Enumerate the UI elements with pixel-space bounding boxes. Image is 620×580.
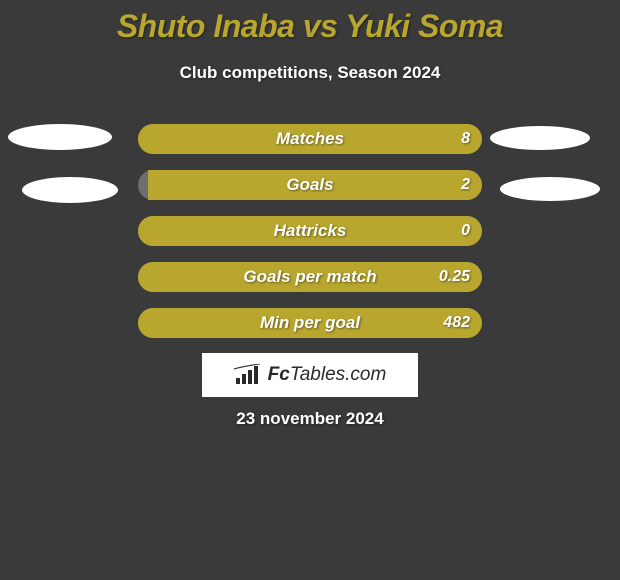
bar-chart-icon [234,364,262,386]
stat-label: Goals [286,175,333,195]
branding-text: FcTables.com [268,364,387,386]
branding-badge: FcTables.com [202,353,418,397]
stat-label: Goals per match [243,267,376,287]
branding-prefix: Fc [268,364,290,385]
decor-ellipse [22,177,118,203]
stat-row: Goals 2 [138,170,482,200]
stat-value: 8 [461,130,470,148]
stat-label: Matches [276,129,344,149]
decor-ellipse [490,126,590,150]
stat-row: Hattricks 0 [138,216,482,246]
stat-row: Min per goal 482 [138,308,482,338]
stat-value: 482 [443,314,470,332]
comparison-subtitle: Club competitions, Season 2024 [0,63,620,83]
comparison-infographic: Shuto Inaba vs Yuki Soma Club competitio… [0,0,620,580]
branding-suffix: Tables.com [290,364,386,385]
stat-rows-container: Matches 8 Goals 2 Hattricks 0 Goals per match 0… [138,124,482,338]
stat-row: Matches 8 [138,124,482,154]
decor-ellipse [500,177,600,201]
stat-value: 0.25 [439,268,470,286]
comparison-title: Shuto Inaba vs Yuki Soma [0,0,620,45]
stat-label: Hattricks [274,221,347,241]
stat-value: 0 [461,222,470,240]
snapshot-date: 23 november 2024 [236,409,383,429]
decor-ellipse [8,124,112,150]
stat-label: Min per goal [260,313,360,333]
stat-value: 2 [461,176,470,194]
stat-row: Goals per match 0.25 [138,262,482,292]
